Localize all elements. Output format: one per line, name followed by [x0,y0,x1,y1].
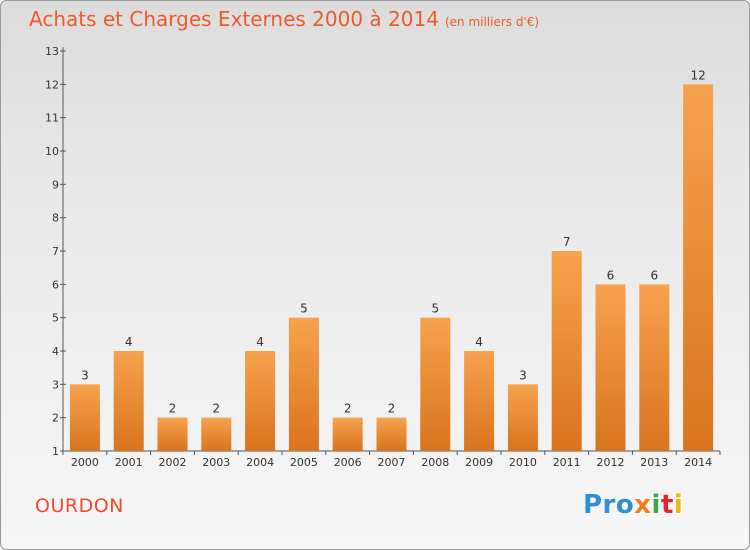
y-tick-label: 1 [52,445,59,458]
x-tick-label: 2012 [597,456,625,469]
bar-2002 [157,417,188,451]
x-tick-label: 2010 [509,456,537,469]
place-name: OURDON [35,495,124,517]
x-tick-label: 2000 [71,456,99,469]
x-tick-label: 2001 [115,456,143,469]
y-tick-label: 11 [45,112,59,125]
y-tick-label: 7 [52,245,59,258]
x-tick-label: 2013 [640,456,668,469]
x-tick-label: 2008 [421,456,449,469]
bar-2012 [595,284,626,451]
y-tick-label: 10 [45,145,59,158]
y-tick-label: 13 [45,45,59,58]
data-label-2003: 2 [212,402,220,416]
logo-part-3: i [651,490,661,520]
bar-2010 [507,384,538,451]
bar-2001 [113,351,144,451]
y-tick-label: 3 [52,378,59,391]
bar-2011 [551,251,582,451]
x-tick-label: 2004 [246,456,274,469]
bars: 3 4 2 2 4 5 2 2 5 4 3 7 6 6 12 [69,68,714,451]
y-tick-label: 4 [52,345,59,358]
data-label-2001: 4 [125,335,133,349]
chart-subtitle: (en milliers d'€) [444,15,540,29]
bar-2009 [464,351,495,451]
bar-2014 [683,84,714,451]
chart-title: Achats et Charges Externes 2000 à 2014 (e… [29,7,539,31]
data-label-2008: 5 [431,302,439,316]
x-tick-label: 2005 [290,456,318,469]
logo-part-5: i [673,490,684,520]
title-text: Achats et Charges Externes 2000 à 2014 [29,7,439,31]
x-tick-label: 2003 [202,456,230,469]
data-label-2009: 4 [475,335,483,349]
bar-2006 [332,417,363,451]
data-label-2002: 2 [169,402,177,416]
bar-2003 [201,417,232,451]
logo-part-1: Pro [583,490,635,520]
data-label-2006: 2 [344,402,352,416]
data-label-2014: 12 [690,68,705,82]
y-tick-label: 5 [52,312,59,325]
y-tick-label: 2 [52,412,59,425]
bar-2008 [420,317,451,451]
x-tick-label: 2006 [334,456,362,469]
bar-2013 [639,284,670,451]
y-tick-label: 9 [52,178,59,191]
x-tick-label: 2002 [159,456,187,469]
data-label-2000: 3 [81,368,89,382]
y-tick-label: 6 [52,278,59,291]
logo-part-2: x [634,490,652,520]
bar-2000 [69,384,100,451]
data-label-2007: 2 [388,402,396,416]
x-axis: 2000 2001 2002 2003 2004 2005 2006 2007 2008 2009… [62,450,721,469]
x-tick-label: 2014 [684,456,712,469]
proxiti-logo: Proxiti [583,490,683,520]
data-label-2012: 6 [607,268,615,282]
bar-2007 [376,417,407,451]
x-tick-label: 2011 [553,456,581,469]
data-label-2010: 3 [519,368,527,382]
x-tick-label: 2007 [378,456,406,469]
bar-2004 [245,351,276,451]
y-tick-label: 8 [52,212,59,225]
x-tick-label: 2009 [465,456,493,469]
data-label-2004: 4 [256,335,264,349]
y-tick-label: 12 [45,78,59,91]
data-label-2013: 6 [650,268,658,282]
bar-2005 [288,317,319,451]
data-label-2005: 5 [300,302,308,316]
data-label-2011: 7 [563,235,571,249]
logo-part-4: t [660,490,674,520]
